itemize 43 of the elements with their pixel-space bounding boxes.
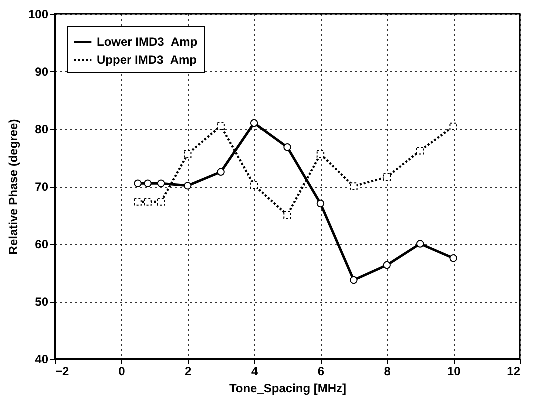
point [157,198,166,206]
point [316,150,325,158]
x-tick-label: 6 [318,364,325,378]
y-tick-label: 70 [35,180,49,194]
point [350,182,358,190]
point [217,122,225,130]
y-tick-label: 90 [35,65,49,79]
y-tick-label: 100 [28,8,49,22]
x-tick-label: 8 [384,364,392,378]
point [350,276,358,284]
point [316,200,325,208]
y-tick-label: 50 [35,295,49,309]
point [450,254,458,262]
x-tick-label: 4 [251,364,258,378]
legend-label: Lower IMD3_Amp [97,35,198,49]
y-tick-label: 80 [35,122,49,136]
point [250,181,258,190]
legend-label: Upper IMD3_Amp [97,53,198,67]
x-axis-title: Tone_Spacing [MHz] [229,382,347,396]
point [144,180,152,188]
x-tick-label: 0 [118,364,126,378]
point [383,261,391,270]
y-axis-title: Relative Phase (degree) [6,119,20,255]
x-tick-label: 10 [447,364,462,378]
point [184,182,192,190]
point [134,180,142,188]
point [250,119,258,128]
point [284,211,292,220]
point [383,173,391,182]
point [144,198,152,206]
point [184,150,192,158]
point [157,180,166,188]
x-tick-label: 2 [185,364,192,378]
point [416,240,424,248]
x-tick-label: −2 [56,364,70,378]
y-tick-label: 40 [35,352,49,366]
point [284,144,292,152]
y-tick-label: 60 [35,238,49,252]
point [134,198,142,206]
point [416,146,424,155]
point [450,122,458,131]
point [217,168,225,176]
x-tick-label: 12 [507,364,521,378]
